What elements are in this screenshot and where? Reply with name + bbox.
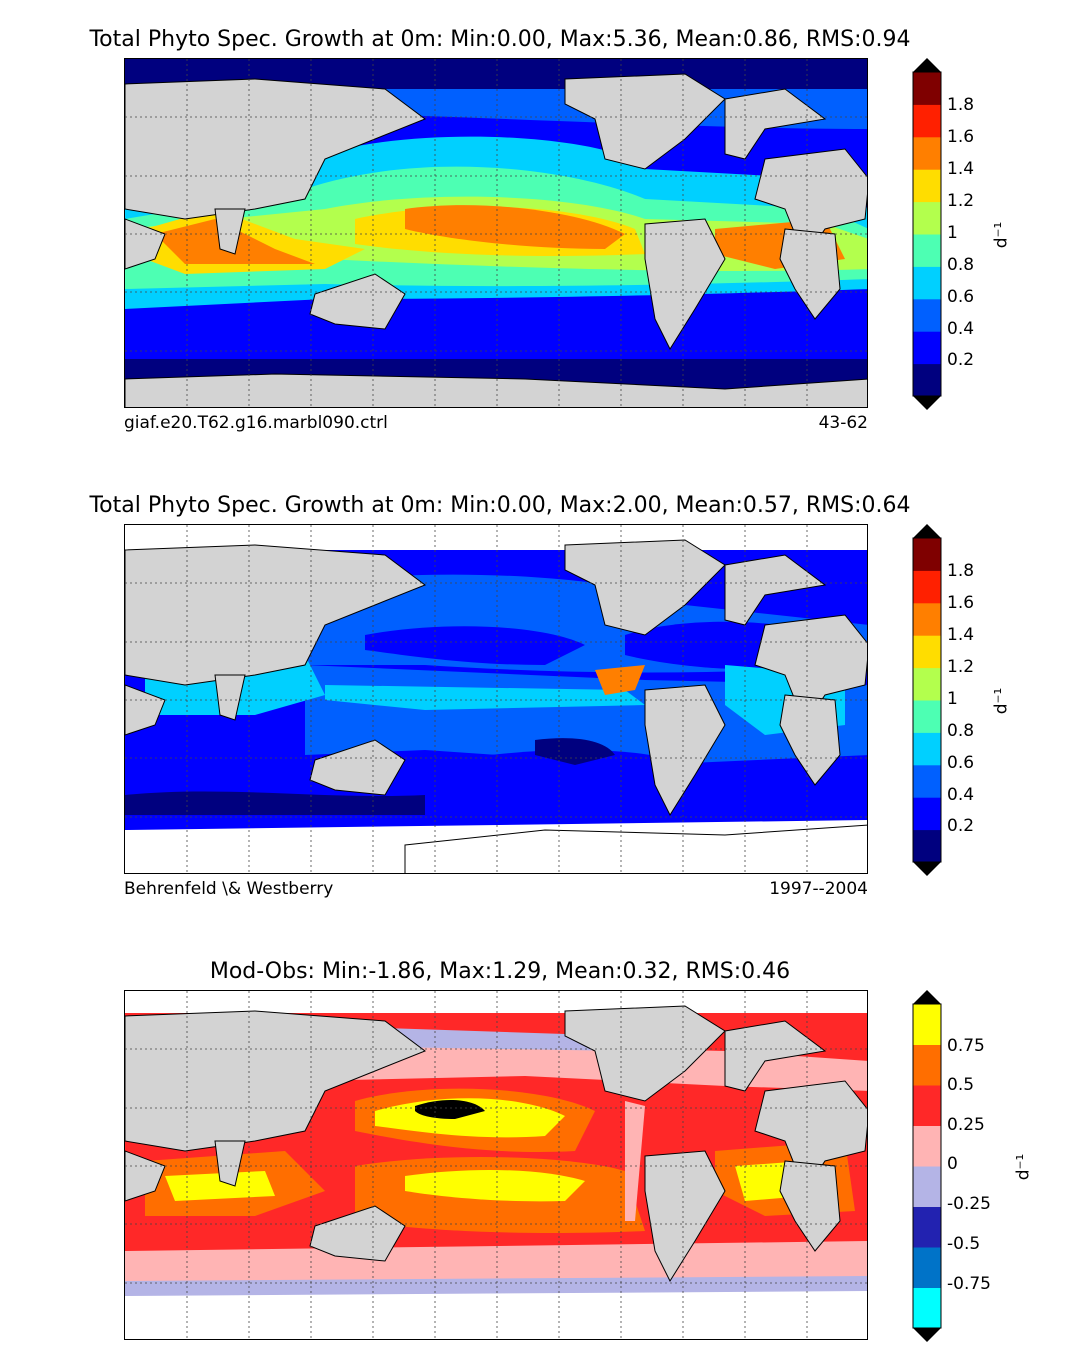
colorbar-tick-label: 0.4	[947, 319, 975, 339]
panel-title: Total Phyto Spec. Growth at 0m: Min:0.00…	[89, 493, 911, 518]
panel-title: Total Phyto Spec. Growth at 0m: Min:0.00…	[89, 27, 911, 52]
colorbar-tick-label: 1.6	[947, 127, 975, 147]
colorbar-tick-label: 0.5	[947, 1075, 975, 1095]
colorbar-segment	[913, 602, 941, 636]
colorbar-segment	[913, 797, 941, 831]
colorbar-segment	[913, 1206, 941, 1248]
colorbar-segment	[913, 1247, 941, 1288]
colorbar-tick-label: 1	[947, 223, 958, 243]
colorbar-segment	[913, 363, 941, 397]
colorbar	[912, 58, 942, 410]
colorbar-segment	[913, 234, 941, 267]
map-canvas	[125, 59, 867, 407]
colorbar-segment	[913, 1166, 941, 1207]
colorbar-tick-label: 1	[947, 689, 958, 709]
colorbar-segment	[913, 266, 941, 300]
footer-left: Behrenfeld \& Westberry	[124, 879, 334, 899]
colorbar-extend-max	[913, 58, 941, 72]
map-observation	[124, 524, 868, 874]
colorbar-tick-label: 0.8	[947, 255, 975, 275]
colorbar-segment	[913, 732, 941, 766]
colorbar-tick-label: 1.4	[947, 159, 975, 179]
map-canvas	[125, 525, 867, 873]
colorbar	[912, 524, 942, 876]
colorbar-tick-label: 0.8	[947, 721, 975, 741]
colorbar-segment	[913, 104, 941, 138]
colorbar-segment	[913, 667, 941, 701]
colorbar-tick-label: 0.2	[947, 816, 975, 836]
colorbar-segment	[913, 538, 941, 571]
colorbar-border	[912, 537, 942, 863]
colorbar-border	[912, 1003, 942, 1329]
colorbar-svg	[912, 524, 942, 876]
footer-right: 1997--2004	[769, 879, 868, 899]
colorbar-tick-label: 0.6	[947, 753, 975, 773]
colorbar-segment	[913, 298, 941, 332]
colorbar-unit: d⁻¹	[991, 687, 1012, 715]
colorbar	[912, 990, 942, 1342]
footer-right: 43-62	[818, 413, 868, 433]
colorbar-segment	[913, 570, 941, 604]
colorbar-segment	[913, 136, 941, 170]
colorbar-svg	[912, 58, 942, 410]
colorbar-tick-label: 1.6	[947, 593, 975, 613]
colorbar-segment	[913, 635, 941, 669]
colorbar-extend-min	[913, 862, 941, 876]
colorbar-tick-label: 1.2	[947, 191, 975, 211]
colorbar-segment	[913, 1004, 941, 1045]
colorbar-tick-label: 0.75	[947, 1036, 985, 1056]
colorbar-tick-label: 0.25	[947, 1115, 985, 1135]
colorbar-segment	[913, 72, 941, 105]
panel-observation: Total Phyto Spec. Growth at 0m: Min:0.00…	[0, 466, 1065, 926]
colorbar-tick-label: -0.25	[947, 1194, 991, 1214]
colorbar-tick-label: -0.5	[947, 1234, 981, 1254]
colorbar-segment	[913, 829, 941, 863]
map-difference	[124, 990, 868, 1340]
colorbar-tick-label: 0	[947, 1154, 958, 1174]
colorbar-extend-min	[913, 396, 941, 410]
colorbar-segment	[913, 169, 941, 203]
colorbar-tick-label: 0.4	[947, 785, 975, 805]
colorbar-extend-max	[913, 524, 941, 538]
colorbar-tick-label: -0.75	[947, 1274, 991, 1294]
colorbar-tick-label: 1.4	[947, 625, 975, 645]
colorbar-unit: d⁻¹	[1013, 1153, 1034, 1181]
panel-difference: Mod-Obs: Min:-1.86, Max:1.29, Mean:0.32,…	[0, 932, 1065, 1372]
colorbar-tick-label: 1.8	[947, 561, 975, 581]
map-canvas	[125, 991, 867, 1339]
colorbar-segment	[913, 1044, 941, 1086]
colorbar-unit: d⁻¹	[991, 221, 1012, 249]
colorbar-segment	[913, 764, 941, 798]
panel-model: Total Phyto Spec. Growth at 0m: Min:0.00…	[0, 0, 1065, 460]
colorbar-segment	[913, 201, 941, 235]
colorbar-extend-min	[913, 1328, 941, 1342]
colorbar-tick-label: 1.8	[947, 95, 975, 115]
footer-left: giaf.e20.T62.g16.marbl090.ctrl	[124, 413, 388, 433]
panel-title: Mod-Obs: Min:-1.86, Max:1.29, Mean:0.32,…	[209, 959, 791, 984]
colorbar-segment	[913, 1085, 941, 1126]
map-model	[124, 58, 868, 408]
colorbar-tick-label: 0.6	[947, 287, 975, 307]
colorbar-border	[912, 71, 942, 397]
colorbar-tick-label: 1.2	[947, 657, 975, 677]
colorbar-tick-label: 0.2	[947, 350, 975, 370]
colorbar-svg	[912, 990, 942, 1342]
colorbar-segment	[913, 1125, 941, 1167]
colorbar-segment	[913, 700, 941, 733]
colorbar-segment	[913, 1287, 941, 1329]
colorbar-segment	[913, 331, 941, 365]
colorbar-extend-max	[913, 990, 941, 1004]
